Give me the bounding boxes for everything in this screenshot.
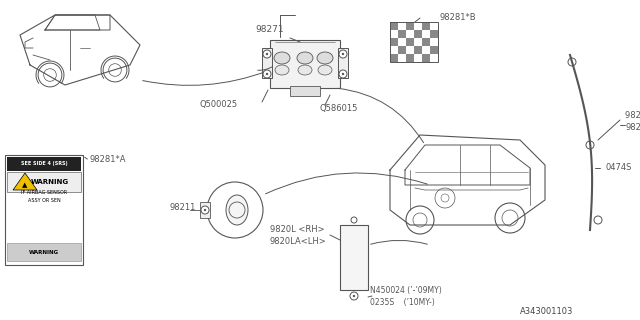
Circle shape [263, 70, 271, 78]
Text: A343001103: A343001103 [520, 308, 573, 316]
Circle shape [204, 209, 206, 211]
Bar [398, 30, 406, 38]
Bar [398, 46, 406, 54]
Circle shape [339, 50, 347, 58]
Bar [430, 30, 438, 38]
Bar [422, 54, 430, 62]
Ellipse shape [318, 65, 332, 75]
Text: N450024 (’-’09MY): N450024 (’-’09MY) [370, 285, 442, 294]
Bar [340, 225, 368, 290]
Bar [414, 46, 422, 54]
Ellipse shape [275, 65, 289, 75]
Bar [200, 202, 210, 218]
Bar [422, 22, 430, 30]
Circle shape [342, 53, 344, 55]
Text: 0235S    (’10MY-): 0235S (’10MY-) [370, 298, 435, 307]
Circle shape [342, 73, 344, 75]
Ellipse shape [274, 52, 290, 64]
Bar [338, 48, 348, 78]
Bar [290, 86, 320, 96]
Text: 98281*A: 98281*A [90, 156, 127, 164]
Bar [270, 40, 340, 88]
Text: 9820LA<LH>: 9820LA<LH> [270, 237, 327, 246]
Bar [390, 22, 438, 62]
Text: 98251 <RH>: 98251 <RH> [625, 110, 640, 119]
Ellipse shape [226, 195, 248, 225]
Circle shape [201, 206, 209, 214]
Text: 98211: 98211 [170, 204, 196, 212]
Circle shape [350, 292, 358, 300]
Text: 0474S: 0474S [605, 164, 632, 172]
Text: 98281*B: 98281*B [440, 13, 477, 22]
Ellipse shape [298, 65, 312, 75]
Text: WARNING: WARNING [31, 179, 69, 185]
Bar [390, 22, 398, 30]
Text: SEE SIDE 4 (SRS): SEE SIDE 4 (SRS) [20, 162, 67, 166]
Text: Q500025: Q500025 [200, 100, 238, 109]
Text: 98251A<LH>: 98251A<LH> [625, 124, 640, 132]
Text: IF AIRBAG SENSOR: IF AIRBAG SENSOR [21, 190, 67, 196]
Bar [406, 38, 414, 46]
Bar [422, 38, 430, 46]
Bar [7, 243, 81, 261]
Circle shape [353, 295, 355, 297]
Circle shape [263, 50, 271, 58]
Ellipse shape [297, 52, 313, 64]
Bar [7, 157, 81, 171]
Bar [406, 54, 414, 62]
Text: ▲: ▲ [22, 182, 28, 188]
Circle shape [266, 73, 268, 75]
Bar [390, 54, 398, 62]
Bar [5, 155, 83, 265]
Text: 9820L <RH>: 9820L <RH> [270, 226, 324, 235]
Text: ASSY OR SEN: ASSY OR SEN [28, 197, 60, 203]
Bar [262, 48, 272, 78]
Polygon shape [13, 173, 37, 190]
Text: 98271: 98271 [256, 26, 284, 35]
Bar [414, 30, 422, 38]
Text: WARNING: WARNING [29, 250, 59, 254]
Text: Q586015: Q586015 [320, 103, 358, 113]
Bar [390, 38, 398, 46]
Bar [430, 46, 438, 54]
Ellipse shape [317, 52, 333, 64]
Circle shape [339, 70, 347, 78]
Bar [7, 172, 81, 192]
Bar [406, 22, 414, 30]
Circle shape [266, 53, 268, 55]
